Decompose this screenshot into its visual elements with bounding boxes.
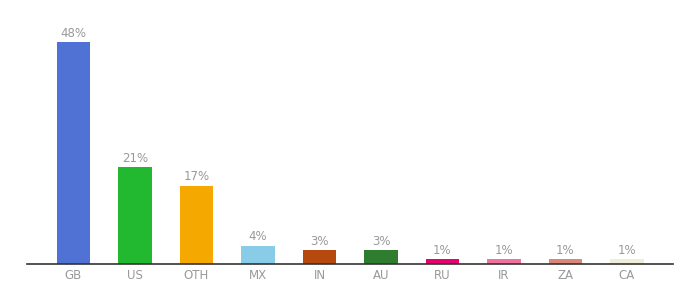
Bar — [426, 260, 460, 264]
Text: 17%: 17% — [184, 170, 209, 183]
Bar — [364, 250, 398, 264]
Text: 1%: 1% — [556, 244, 575, 257]
Bar — [610, 260, 644, 264]
Text: 3%: 3% — [310, 235, 328, 248]
Text: 1%: 1% — [494, 244, 513, 257]
Bar — [180, 185, 214, 264]
Text: 1%: 1% — [433, 244, 452, 257]
Text: 1%: 1% — [617, 244, 636, 257]
Bar — [241, 245, 275, 264]
Bar — [549, 260, 582, 264]
Text: 48%: 48% — [61, 27, 86, 40]
Text: 3%: 3% — [372, 235, 390, 248]
Text: 4%: 4% — [249, 230, 267, 243]
Bar — [303, 250, 337, 264]
Bar — [56, 43, 90, 264]
Bar — [118, 167, 152, 264]
Bar — [487, 260, 521, 264]
Text: 21%: 21% — [122, 152, 148, 165]
